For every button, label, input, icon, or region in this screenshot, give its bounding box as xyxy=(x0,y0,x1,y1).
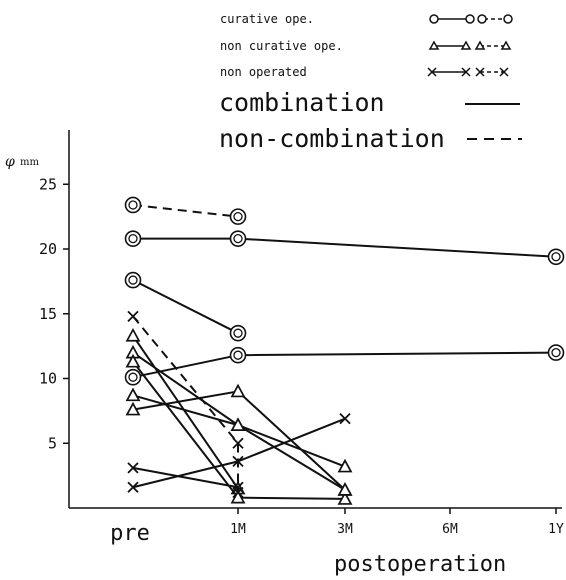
legend-label-non-operated: non operated xyxy=(220,65,307,79)
y-tick-label: 15 xyxy=(39,305,57,323)
point-marker-cross xyxy=(127,462,139,474)
point-marker-cross xyxy=(232,481,244,493)
x-ticks: pre 1M 3M 6M 1Y xyxy=(110,508,564,546)
point-marker-cross xyxy=(127,481,139,493)
point-marker-circle-inner xyxy=(233,233,243,244)
point-marker-circle-inner xyxy=(233,328,243,338)
legend-label-non-curative: non curative ope. xyxy=(220,39,343,53)
series-group xyxy=(124,196,565,505)
y-tick-label: 10 xyxy=(39,370,57,388)
x-tick-label: 1Y xyxy=(548,522,564,537)
point-marker-circle-inner xyxy=(233,211,243,222)
legend-symbol-non-curative-dashed xyxy=(474,40,512,50)
point-marker-triangle xyxy=(125,327,141,342)
legend-symbol-non-operated-dashed xyxy=(475,67,509,77)
point-marker-cross xyxy=(127,310,139,322)
x-tick-label: 1M xyxy=(230,522,246,537)
legend-symbol-curative-solid xyxy=(429,14,475,24)
point-marker-circle xyxy=(124,196,142,214)
point-marker-circle-inner xyxy=(551,252,561,262)
series-line xyxy=(124,271,247,342)
point-marker-triangle xyxy=(230,383,246,398)
x-tick-label: 6M xyxy=(442,522,458,537)
point-marker-circle xyxy=(547,248,565,266)
series-path xyxy=(132,279,239,335)
series-line xyxy=(125,387,353,473)
point-marker-triangle xyxy=(125,353,141,368)
series-path xyxy=(132,351,557,379)
series-line xyxy=(124,344,565,386)
point-marker-cross xyxy=(232,455,244,468)
series-line xyxy=(125,353,353,505)
point-marker-circle-inner xyxy=(233,350,243,360)
y-axis-label: φ xyxy=(5,154,15,170)
x-tick-label: 3M xyxy=(337,522,353,537)
point-marker-circle xyxy=(124,230,142,247)
series-line xyxy=(124,196,247,225)
series-path xyxy=(132,203,239,218)
point-marker-circle-inner xyxy=(128,233,138,244)
series-line xyxy=(127,310,244,499)
x-axis-label: postoperation xyxy=(334,552,506,577)
point-marker-circle xyxy=(124,368,142,386)
point-marker-cross xyxy=(232,437,244,449)
series-line xyxy=(125,383,353,496)
x-tick-label: pre xyxy=(110,521,150,546)
point-marker-circle xyxy=(229,324,247,342)
legend-label-combination: combination xyxy=(219,88,385,117)
legend: curative ope. non curative ope. non oper… xyxy=(219,12,522,153)
legend-label-non-combination: non-combination xyxy=(219,124,445,153)
point-marker-circle xyxy=(547,344,565,361)
y-axis-unit: mm xyxy=(20,157,39,168)
series-path xyxy=(132,315,239,493)
series-path xyxy=(133,237,557,258)
point-marker-cross xyxy=(339,413,351,425)
y-tick-label: 5 xyxy=(48,434,57,452)
point-marker-circle-inner xyxy=(128,275,138,285)
legend-symbol-non-operated-solid xyxy=(427,67,471,77)
point-marker-circle xyxy=(229,230,247,247)
point-marker-triangle xyxy=(230,489,246,504)
point-marker-circle xyxy=(124,271,142,289)
point-marker-cross xyxy=(232,486,244,499)
legend-symbol-non-curative-solid xyxy=(428,40,472,50)
point-marker-triangle xyxy=(125,387,141,402)
point-marker-triangle xyxy=(337,482,353,496)
point-marker-circle xyxy=(229,346,247,364)
series-line xyxy=(124,230,565,266)
point-marker-triangle xyxy=(230,417,246,431)
point-marker-circle-inner xyxy=(551,347,561,358)
legend-label-curative: curative ope. xyxy=(220,12,314,26)
series-path xyxy=(132,466,239,489)
point-marker-triangle xyxy=(337,458,353,473)
y-ticks: 5 10 15 20 25 xyxy=(39,175,69,452)
series-line xyxy=(127,413,351,493)
point-marker-circle-inner xyxy=(128,200,138,210)
y-tick-label: 20 xyxy=(39,240,57,258)
point-marker-triangle xyxy=(125,401,141,416)
point-marker-circle-inner xyxy=(128,372,138,382)
point-marker-circle xyxy=(229,208,247,225)
legend-symbol-curative-dashed xyxy=(477,14,513,24)
series-line xyxy=(127,462,244,493)
y-tick-label: 25 xyxy=(39,175,57,193)
point-marker-triangle xyxy=(337,491,353,505)
series-path xyxy=(132,335,239,490)
